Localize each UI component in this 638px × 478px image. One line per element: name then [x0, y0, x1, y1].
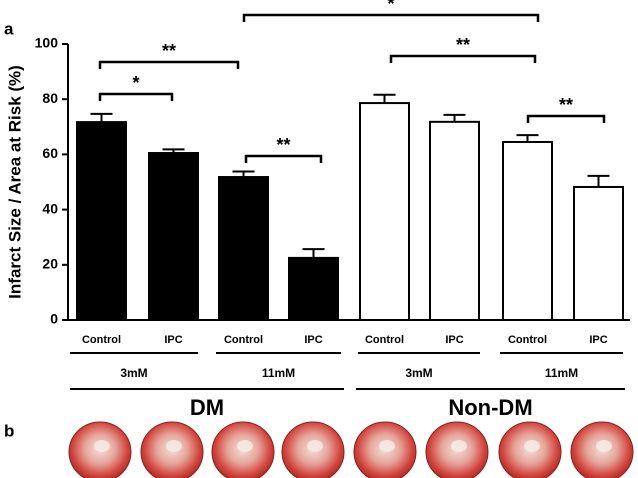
- y-tick-label: 60: [42, 145, 58, 161]
- significance-bracket: [98, 60, 240, 69]
- significance-label: **: [162, 41, 176, 61]
- heart-slice-lumen: [166, 440, 182, 452]
- significance-label: **: [276, 135, 290, 155]
- panel-label: b: [4, 421, 14, 440]
- significance-label: **: [559, 95, 573, 115]
- bar: [76, 121, 127, 321]
- heart-slice-lumen: [237, 440, 253, 452]
- panel-label: a: [4, 19, 14, 38]
- significance-bracket: [98, 92, 174, 101]
- heart-slice-lumen: [451, 440, 467, 452]
- bar: [359, 102, 410, 322]
- heart-slice-lumen: [94, 440, 110, 452]
- bar: [502, 140, 553, 321]
- heart-slice-lumen: [596, 440, 612, 452]
- x-tick-label: Control: [82, 334, 121, 346]
- y-tick-label: 0: [50, 311, 58, 327]
- bar: [288, 256, 339, 321]
- heart-slice-lumen: [524, 440, 540, 452]
- significance-label: **: [456, 35, 470, 55]
- x-tick-label: IPC: [445, 334, 463, 346]
- heart-slice-lumen: [379, 440, 395, 452]
- y-tick-label: 80: [42, 90, 58, 106]
- significance-bracket: [526, 114, 606, 123]
- x-tick-label: IPC: [164, 334, 182, 346]
- bar: [218, 176, 269, 321]
- bar: [148, 152, 199, 321]
- bar: [573, 185, 624, 321]
- significance-bracket: [244, 154, 323, 163]
- y-axis-label: Infarct Size / Area at Risk (%): [5, 65, 24, 299]
- condition-label: Non-DM: [448, 395, 532, 420]
- significance-label: *: [132, 73, 139, 93]
- y-tick-label: 100: [35, 35, 59, 51]
- x-tick-label: Control: [508, 334, 547, 346]
- significance-label: *: [387, 0, 394, 14]
- group-label: 3mM: [120, 366, 147, 380]
- significance-bracket: [389, 54, 537, 63]
- x-tick-label: IPC: [304, 334, 322, 346]
- x-tick-label: Control: [224, 334, 263, 346]
- y-tick-label: 40: [42, 200, 58, 216]
- significance-bracket: [242, 13, 540, 22]
- group-label: 11mM: [545, 366, 578, 380]
- y-tick-label: 20: [42, 256, 58, 272]
- group-label: 3mM: [405, 366, 432, 380]
- heart-slice-lumen: [307, 440, 323, 452]
- x-tick-label: IPC: [589, 334, 607, 346]
- condition-label: DM: [190, 395, 224, 420]
- bar: [429, 120, 480, 321]
- group-label: 11mM: [262, 366, 295, 380]
- x-tick-label: Control: [365, 334, 404, 346]
